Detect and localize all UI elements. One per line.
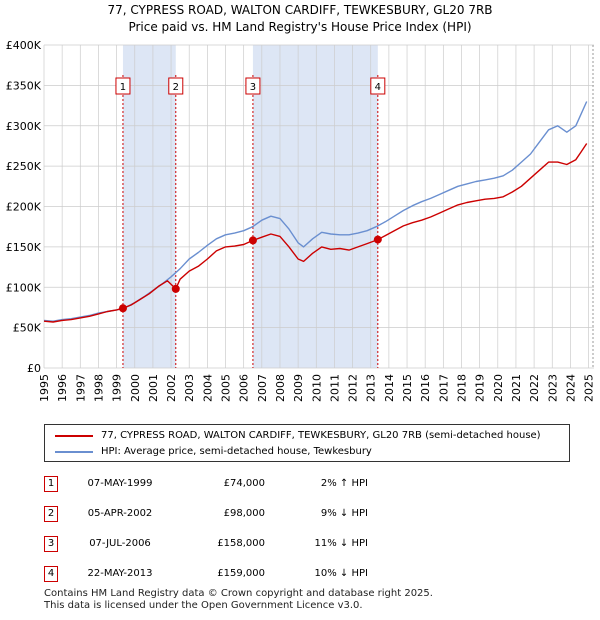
- x-tick-label: 2010: [310, 374, 323, 402]
- table-row: 2 05-APR-2002 £98,000 9% ↓ HPI: [0, 504, 600, 524]
- transaction-price: £159,000: [217, 568, 265, 579]
- transaction-hpi-diff: 9% ↓ HPI: [320, 508, 368, 519]
- y-tick-label: £100K: [6, 281, 42, 294]
- legend-swatch-property: [55, 435, 93, 437]
- transaction-price: £98,000: [223, 508, 265, 519]
- x-tick-label: 2019: [474, 374, 487, 402]
- table-row: 4 22-MAY-2013 £159,000 10% ↓ HPI: [0, 564, 600, 584]
- x-tick-label: 1996: [56, 374, 69, 402]
- transaction-badge-label: 3: [250, 82, 256, 93]
- transaction-number: 2: [44, 506, 58, 522]
- x-tick-label: 2013: [365, 374, 378, 402]
- y-tick-label: £0: [27, 362, 41, 375]
- x-tick-label: 2001: [147, 374, 160, 402]
- transaction-date: 05-APR-2002: [87, 508, 153, 519]
- x-tick-label: 2003: [183, 374, 196, 402]
- footer-licence: This data is licensed under the Open Gov…: [44, 600, 363, 611]
- transaction-point: [171, 284, 180, 293]
- transaction-badge: [115, 77, 131, 95]
- x-tick-label: 2017: [437, 374, 450, 402]
- x-tick-label: 2015: [401, 374, 414, 402]
- transaction-point: [373, 235, 382, 244]
- x-tick-label: 2004: [201, 374, 214, 402]
- transaction-point: [118, 304, 127, 313]
- legend-label-property: 77, CYPRESS ROAD, WALTON CARDIFF, TEWKES…: [101, 430, 541, 441]
- transaction-number: 4: [44, 566, 58, 582]
- transaction-hpi-diff: 2% ↑ HPI: [320, 478, 368, 489]
- legend: 77, CYPRESS ROAD, WALTON CARDIFF, TEWKES…: [44, 424, 570, 462]
- x-tick-label: 2012: [347, 374, 360, 402]
- y-tick-label: £400K: [6, 39, 42, 52]
- legend-label-hpi: HPI: Average price, semi-detached house,…: [101, 446, 372, 457]
- transaction-badge-label: 4: [375, 82, 381, 93]
- x-tick-label: 2025: [583, 374, 596, 402]
- transaction-date: 22-MAY-2013: [87, 568, 153, 579]
- x-tick-label: 2002: [165, 374, 178, 402]
- transaction-date: 07-JUL-2006: [89, 538, 151, 549]
- x-tick-label: 1998: [92, 374, 105, 402]
- x-tick-label: 2005: [220, 374, 233, 402]
- transaction-date: 07-MAY-1999: [87, 478, 153, 489]
- transaction-badge: [168, 77, 184, 95]
- x-tick-label: 2009: [292, 374, 305, 402]
- x-tick-label: 2006: [238, 374, 251, 402]
- x-tick-label: 2016: [419, 374, 432, 402]
- x-tick-label: 2022: [528, 374, 541, 402]
- table-row: 3 07-JUL-2006 £158,000 11% ↓ HPI: [0, 534, 600, 554]
- x-tick-label: 2007: [256, 374, 269, 402]
- transaction-hpi-diff: 10% ↓ HPI: [314, 568, 368, 579]
- table-row: 1 07-MAY-1999 £74,000 2% ↑ HPI: [0, 474, 600, 494]
- transaction-badge-label: 2: [173, 82, 179, 93]
- x-tick-label: 2000: [129, 374, 142, 402]
- x-tick-label: 2021: [510, 374, 523, 402]
- transaction-number: 3: [44, 536, 58, 552]
- transaction-point: [248, 236, 257, 245]
- x-tick-label: 2011: [328, 374, 341, 402]
- transaction-badge: [245, 77, 261, 95]
- y-tick-label: £300K: [6, 120, 42, 133]
- y-tick-label: £350K: [6, 79, 42, 92]
- transaction-badge: [370, 77, 386, 95]
- price-chart: 1 2 3 4 £0 £50K £100K £150K £200K £250K £300K £350…: [6, 39, 596, 402]
- transaction-hpi-diff: 11% ↓ HPI: [314, 538, 368, 549]
- transaction-price: £158,000: [217, 538, 265, 549]
- x-tick-label: 1995: [38, 374, 51, 402]
- x-tick-label: 1997: [74, 374, 87, 402]
- y-tick-label: £200K: [6, 201, 42, 214]
- property-price-line: [43, 143, 588, 323]
- y-tick-label: £250K: [6, 160, 42, 173]
- chart-title: 77, CYPRESS ROAD, WALTON CARDIFF, TEWKES…: [107, 3, 493, 17]
- transaction-number: 1: [44, 476, 58, 492]
- x-tick-label: 2024: [564, 374, 577, 402]
- footer-copyright: Contains HM Land Registry data © Crown c…: [44, 588, 433, 599]
- x-tick-label: 1999: [111, 374, 124, 402]
- y-tick-label: £150K: [6, 241, 42, 254]
- x-tick-label: 2008: [274, 374, 287, 402]
- x-tick-label: 2023: [546, 374, 559, 402]
- chart-subtitle: Price paid vs. HM Land Registry's House …: [128, 20, 472, 34]
- footer: Contains HM Land Registry data © Crown c…: [44, 588, 433, 612]
- y-tick-label: £50K: [13, 322, 42, 335]
- transaction-price: £74,000: [223, 478, 265, 489]
- x-tick-label: 2018: [455, 374, 468, 402]
- x-tick-label: 2014: [383, 374, 396, 402]
- legend-swatch-hpi: [55, 451, 93, 453]
- transaction-badge-label: 1: [120, 82, 126, 93]
- x-tick-label: 2020: [492, 374, 505, 402]
